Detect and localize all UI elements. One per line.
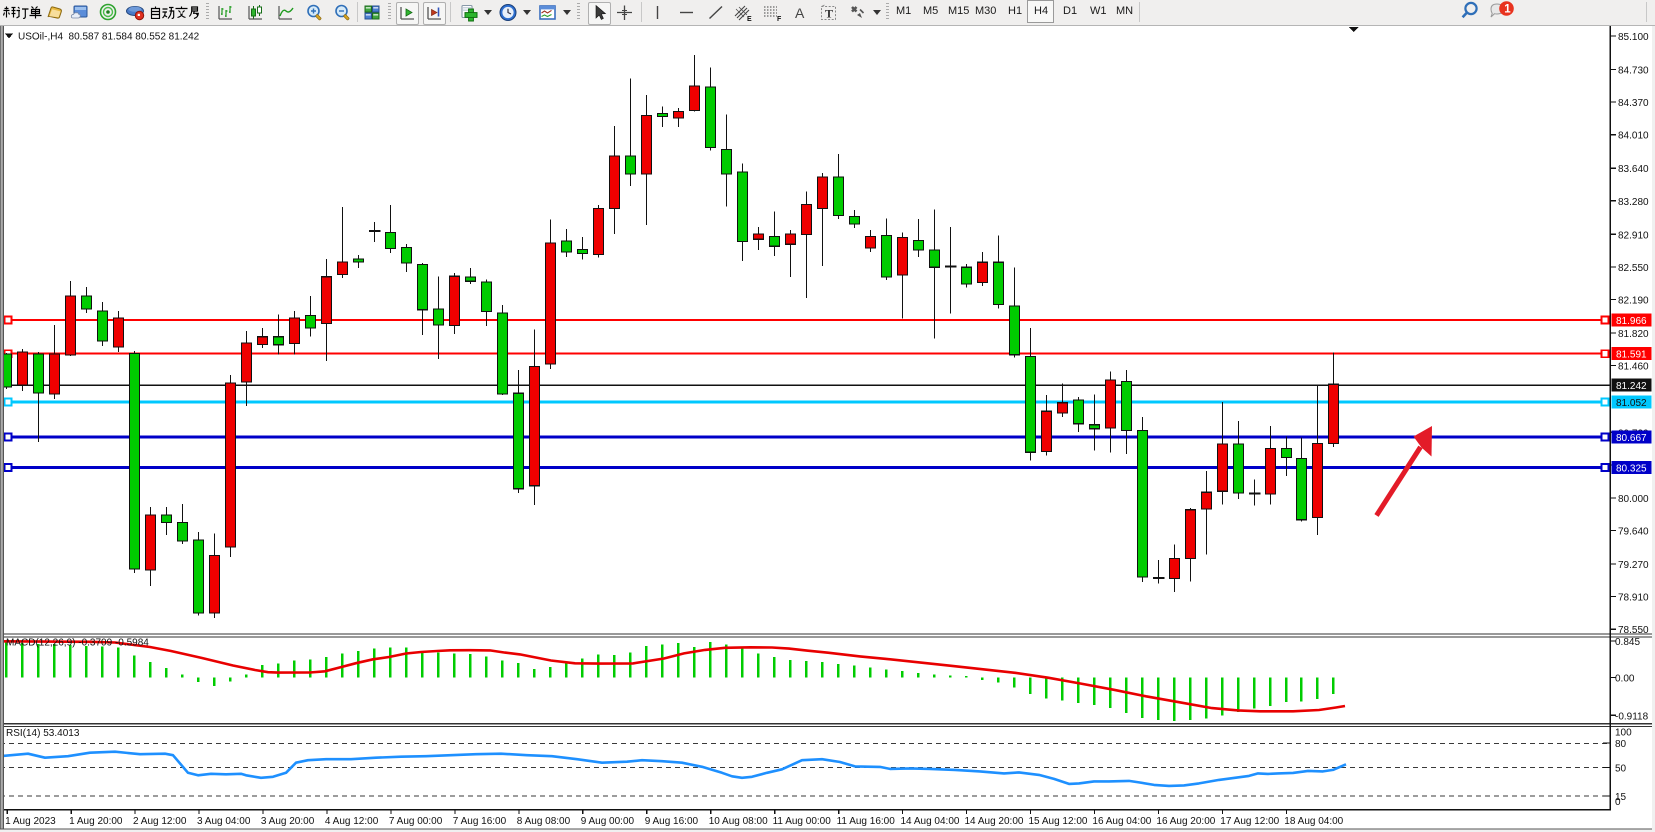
svg-text:16 Aug 04:00: 16 Aug 04:00	[1092, 816, 1151, 827]
svg-text:14 Aug 20:00: 14 Aug 20:00	[965, 816, 1024, 827]
svg-text:80.000: 80.000	[1618, 494, 1649, 505]
svg-text:1: 1	[1504, 4, 1511, 16]
svg-text:50: 50	[1615, 764, 1627, 775]
svg-text:80.325: 80.325	[1616, 464, 1647, 475]
svg-text:85.100: 85.100	[1618, 32, 1649, 43]
svg-text:7 Aug 16:00: 7 Aug 16:00	[453, 816, 507, 827]
svg-text:81.820: 81.820	[1618, 329, 1649, 340]
svg-text:USOil-,H4 80.587 81.584 80.55: USOil-,H4 80.587 81.584 80.552 81.242	[18, 32, 200, 43]
svg-text:MACD(12,26,9) -0.3709 -0.5984: MACD(12,26,9) -0.3709 -0.5984	[6, 638, 149, 649]
svg-text:3 Aug 20:00: 3 Aug 20:00	[261, 816, 315, 827]
svg-text:1 Aug 20:00: 1 Aug 20:00	[69, 816, 123, 827]
svg-text:82.910: 82.910	[1618, 230, 1649, 241]
svg-text:0.00: 0.00	[1615, 674, 1635, 685]
svg-text:8 Aug 08:00: 8 Aug 08:00	[517, 816, 571, 827]
svg-text:F: F	[777, 16, 782, 23]
svg-text:E: E	[747, 16, 752, 23]
svg-text:15: 15	[1615, 792, 1627, 803]
svg-text:17 Aug 12:00: 17 Aug 12:00	[1220, 816, 1279, 827]
svg-text:80: 80	[1615, 739, 1627, 750]
svg-text:81.052: 81.052	[1616, 398, 1647, 409]
svg-text:82.550: 82.550	[1618, 263, 1649, 274]
svg-text:79.270: 79.270	[1618, 560, 1649, 571]
svg-text:7 Aug 00:00: 7 Aug 00:00	[389, 816, 443, 827]
svg-text:T: T	[825, 7, 833, 21]
svg-text:81.591: 81.591	[1616, 350, 1647, 361]
svg-text:81.460: 81.460	[1618, 362, 1649, 373]
svg-text:9 Aug 16:00: 9 Aug 16:00	[645, 816, 699, 827]
svg-text:82.190: 82.190	[1618, 295, 1649, 306]
svg-text:84.370: 84.370	[1618, 98, 1649, 109]
svg-text:84.730: 84.730	[1618, 66, 1649, 77]
svg-text:10 Aug 08:00: 10 Aug 08:00	[709, 816, 768, 827]
svg-text:15 Aug 12:00: 15 Aug 12:00	[1029, 816, 1088, 827]
svg-text:81.966: 81.966	[1616, 316, 1647, 327]
svg-text:0: 0	[1615, 797, 1621, 808]
svg-text:80.667: 80.667	[1616, 433, 1647, 444]
svg-text:81.242: 81.242	[1616, 381, 1647, 392]
svg-text:79.640: 79.640	[1618, 527, 1649, 538]
svg-text:2 Aug 12:00: 2 Aug 12:00	[133, 816, 187, 827]
svg-text:100: 100	[1615, 727, 1632, 738]
svg-text:1 Aug 2023: 1 Aug 2023	[5, 816, 56, 827]
svg-text:9 Aug 00:00: 9 Aug 00:00	[581, 816, 635, 827]
svg-text:16 Aug 20:00: 16 Aug 20:00	[1156, 816, 1215, 827]
svg-text:78.550: 78.550	[1618, 625, 1649, 636]
svg-text:A: A	[795, 5, 805, 21]
svg-text:84.010: 84.010	[1618, 131, 1649, 142]
svg-text:83.280: 83.280	[1618, 197, 1649, 208]
svg-text:18 Aug 04:00: 18 Aug 04:00	[1284, 816, 1343, 827]
svg-text:3 Aug 04:00: 3 Aug 04:00	[197, 816, 251, 827]
svg-text:0.845: 0.845	[1615, 637, 1640, 648]
svg-text:11 Aug 16:00: 11 Aug 16:00	[837, 816, 896, 827]
svg-text:78.910: 78.910	[1618, 593, 1649, 604]
svg-text:4 Aug 12:00: 4 Aug 12:00	[325, 816, 379, 827]
svg-text:-0.9118: -0.9118	[1615, 711, 1649, 722]
svg-text:83.640: 83.640	[1618, 164, 1649, 175]
svg-text:RSI(14) 53.4013: RSI(14) 53.4013	[6, 728, 80, 739]
svg-text:11 Aug 00:00: 11 Aug 00:00	[773, 816, 832, 827]
svg-text:14 Aug 04:00: 14 Aug 04:00	[901, 816, 960, 827]
